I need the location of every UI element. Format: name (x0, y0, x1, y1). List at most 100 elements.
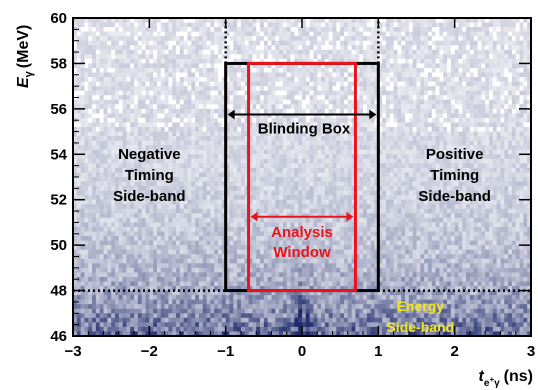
heatmap-cell (412, 77, 417, 83)
heatmap-cell (240, 40, 246, 46)
heatmap-cell (347, 99, 353, 105)
heatmap-cell (321, 99, 326, 105)
heatmap-cell (473, 108, 479, 114)
heatmap-cell (92, 131, 97, 137)
heatmap-cell (439, 177, 444, 183)
heatmap-cell (252, 122, 257, 128)
heatmap-cell (343, 177, 349, 183)
heatmap-cell (389, 58, 395, 64)
heatmap-cell (248, 58, 253, 64)
heatmap-cell (298, 199, 303, 205)
heatmap-cell (405, 149, 410, 155)
heatmap-cell (198, 172, 204, 178)
heatmap-cell (389, 127, 395, 133)
heatmap-cell (248, 22, 253, 28)
heatmap-cell (416, 167, 421, 173)
heatmap-cell (485, 36, 490, 42)
heatmap-cell (92, 22, 97, 28)
heatmap-cell (454, 63, 459, 69)
heatmap-cell (385, 99, 391, 105)
heatmap-cell (389, 186, 395, 192)
heatmap-cell (309, 27, 314, 33)
heatmap-cell (515, 22, 521, 28)
heatmap-cell (172, 163, 177, 169)
heatmap-cell (198, 67, 204, 74)
heatmap-cell (366, 104, 372, 110)
heatmap-cell (172, 72, 177, 78)
heatmap-cell (80, 18, 85, 24)
heatmap-cell (397, 199, 402, 205)
heatmap-cell (237, 127, 242, 133)
heatmap-cell (252, 86, 257, 92)
heatmap-cell (302, 131, 307, 137)
heatmap-cell (111, 154, 116, 160)
heatmap-cell (466, 81, 471, 87)
heatmap-cell (374, 86, 379, 92)
heatmap-cell (328, 140, 334, 146)
heatmap-cell (122, 190, 127, 196)
heatmap-cell (504, 113, 509, 119)
heatmap-cell (130, 104, 135, 110)
heatmap-cell (443, 108, 448, 114)
heatmap-cell (515, 36, 521, 42)
heatmap-cell (450, 58, 456, 64)
heatmap-cell (256, 45, 261, 51)
heatmap-cell (309, 199, 314, 205)
heatmap-cell (275, 113, 280, 119)
heatmap-cell (225, 40, 230, 46)
heatmap-cell (412, 136, 417, 142)
heatmap-cell (309, 45, 314, 51)
heatmap-cell (95, 95, 101, 101)
heatmap-cell (164, 149, 169, 155)
heatmap-cell (340, 195, 345, 201)
heatmap-cell (527, 58, 532, 64)
heatmap-cell (298, 113, 303, 119)
heatmap-cell (95, 154, 101, 160)
heatmap-cell (416, 186, 421, 192)
heatmap-cell (450, 163, 456, 169)
heatmap-cell (347, 36, 353, 42)
heatmap-cell (160, 145, 166, 151)
heatmap-cell (343, 63, 349, 69)
heatmap-cell (420, 95, 425, 101)
heatmap-cell (279, 63, 284, 69)
heatmap-cell (424, 18, 429, 24)
heatmap-cell (229, 154, 234, 160)
heatmap-cell (168, 40, 173, 46)
heatmap-cell (431, 195, 437, 201)
heatmap-cell (351, 158, 356, 164)
heatmap-cell (210, 36, 215, 42)
heatmap-cell (122, 40, 127, 46)
heatmap-cell (527, 104, 532, 110)
heatmap-cell (260, 54, 265, 60)
heatmap-cell (134, 113, 139, 119)
heatmap-cell (469, 195, 475, 201)
heatmap-cell (225, 181, 230, 187)
heatmap-cell (126, 31, 131, 37)
heatmap-cell (439, 117, 444, 123)
heatmap-cell (370, 58, 376, 64)
heatmap-cell (328, 108, 334, 114)
heatmap-cell (164, 27, 169, 33)
heatmap-cell (420, 99, 425, 105)
heatmap-cell (439, 90, 444, 96)
heatmap-cell (393, 27, 398, 33)
heatmap-cell (122, 72, 127, 78)
heatmap-cell (153, 122, 158, 128)
heatmap-cell (427, 117, 433, 123)
heatmap-cell (363, 108, 368, 114)
heatmap-cell (294, 140, 299, 146)
heatmap-cell (111, 140, 116, 146)
heatmap-cell (370, 90, 376, 96)
heatmap-cell (469, 167, 475, 173)
heatmap-cell (84, 81, 89, 87)
heatmap-cell (73, 99, 78, 105)
heatmap-cell (382, 190, 387, 196)
heatmap-cell (435, 45, 440, 51)
heatmap-cell (481, 190, 486, 196)
heatmap-cell (271, 145, 276, 151)
heatmap-cell (111, 45, 116, 51)
heatmap-cell (172, 54, 177, 60)
heatmap-cell (458, 108, 463, 114)
heatmap-cell (195, 131, 200, 137)
